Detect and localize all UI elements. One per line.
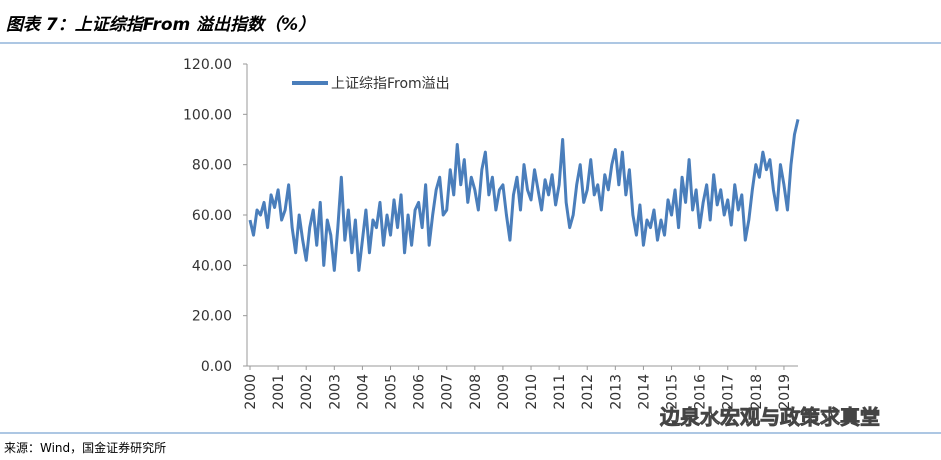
- x-tick-label: 2005: [384, 374, 400, 410]
- x-tick-label: 2011: [552, 374, 568, 410]
- x-tick-label: 2007: [440, 374, 456, 410]
- x-tick-label: 2017: [721, 374, 737, 410]
- x-tick-label: 2001: [271, 374, 287, 410]
- x-tick-label: 2019: [777, 374, 793, 410]
- y-tick-label: 40.00: [192, 258, 232, 274]
- x-tick-label: 2000: [243, 374, 259, 410]
- x-tick-label: 2016: [693, 374, 709, 410]
- x-tick-label: 2003: [327, 374, 343, 410]
- watermark: 边泉水宏观与政策求真堂: [659, 405, 880, 429]
- x-tick-label: 2012: [580, 374, 596, 410]
- x-tick-label: 2006: [412, 374, 428, 410]
- x-tick-label: 2009: [496, 374, 512, 410]
- x-tick-label: 2015: [665, 374, 681, 410]
- legend-label: 上证综指From溢出: [331, 76, 450, 92]
- y-tick-label: 60.00: [192, 208, 232, 224]
- y-tick-label: 120.00: [183, 57, 232, 73]
- x-tick-label: 2004: [355, 374, 371, 410]
- y-tick-label: 20.00: [192, 309, 232, 325]
- x-tick-label: 2014: [636, 374, 652, 410]
- x-tick-label: 2008: [468, 374, 484, 410]
- y-tick-label: 0.00: [201, 359, 232, 375]
- x-tick-label: 2002: [299, 374, 315, 410]
- chart-title: 图表 7：上证综指From 溢出指数（%）: [6, 15, 315, 35]
- y-tick-label: 100.00: [183, 107, 232, 123]
- series-line: [248, 119, 800, 272]
- x-tick-label: 2013: [608, 374, 624, 410]
- y-tick-label: 80.00: [192, 158, 232, 174]
- source: 来源：Wind，国金证券研究所: [4, 440, 166, 455]
- x-tick-label: 2018: [749, 374, 765, 410]
- x-tick-label: 2010: [524, 374, 540, 410]
